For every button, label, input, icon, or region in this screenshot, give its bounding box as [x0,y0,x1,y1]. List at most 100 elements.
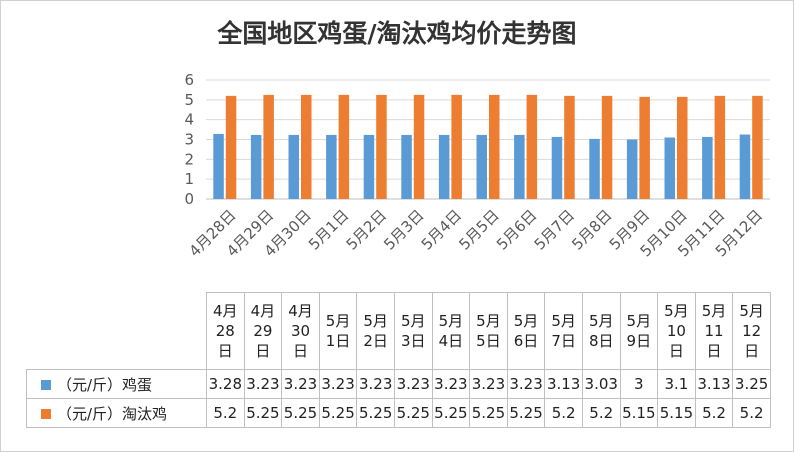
table-cell-egg-10: 3.03 [581,369,621,399]
table-header-date-label: 5月9日 [626,312,652,350]
bar-hen-9 [564,95,575,199]
table-header-date-label: 5月2日 [363,312,388,350]
legend-label-egg: （元/斤）鸡蛋 [57,375,153,394]
table-cell-hen-10: 5.2 [581,398,621,428]
table-header-date-13: 5月11日 [694,292,734,370]
table-header-date-label: 5月11日 [701,302,727,360]
table-cell-egg-4: 3.23 [356,369,395,399]
y-tick-label-0: 0 [184,190,194,208]
table-cell-egg-5: 3.23 [393,369,433,399]
table-header-date-label: 4月30日 [288,302,313,360]
bar-egg-4 [363,134,375,199]
table-header-date-11: 5月9日 [619,292,659,370]
table-header-date-2: 4月30日 [281,292,320,370]
table-cell-hen-11: 5.15 [619,398,659,428]
table-header-date-label: 5月8日 [588,312,614,350]
legend-egg: （元/斤）鸡蛋 [26,369,207,399]
table-header-date-label: 4月28日 [213,302,238,360]
table-cell-hen-5: 5.25 [393,398,433,428]
bar-hen-4 [376,94,387,199]
bar-hen-12 [677,96,688,199]
table-cell-hen-0: 5.2 [206,398,245,428]
bar-egg-2 [288,134,299,199]
bar-egg-1 [250,134,262,199]
x-tick-label-4: 5月2日 [343,206,390,253]
bar-hen-3 [338,94,350,199]
table-cell-egg-0: 3.28 [206,369,245,399]
bar-egg-12 [664,137,675,199]
table-header-date-label: 5月12日 [739,302,764,360]
data-table: 4月28日 4月29日 4月30日 5月1日 5月2日 5月3日 5月4日 5月5日 5月6日 5… [26,292,771,428]
bar-hen-1 [263,94,274,199]
table-header-date-label: 5月7日 [551,312,576,350]
table-cell-hen-13: 5.2 [694,398,734,428]
x-tick-label-10: 5月8日 [568,206,615,253]
table-header-date-1: 4月29日 [243,292,283,370]
y-tick-label-6: 6 [184,71,194,89]
y-tick-label-3: 3 [184,131,194,149]
x-tick-label-7: 5月5日 [455,206,502,253]
table-header-date-4: 5月2日 [356,292,395,370]
y-tick-label-2: 2 [184,150,194,168]
table-cell-egg-12: 3.1 [657,369,696,399]
table-header-date-10: 5月8日 [581,292,621,370]
legend-swatch-egg [41,379,51,390]
table-row-egg: （元/斤）鸡蛋 3.28 3.23 3.23 3.23 3.23 3.23 3.23 3.23… [26,369,771,399]
table-cell-hen-6: 5.25 [431,398,471,428]
table-cell-egg-9: 3.13 [544,369,583,399]
table-header-date-label: 5月6日 [513,312,539,350]
table-cell-hen-1: 5.25 [243,398,283,428]
table-header-date-label: 5月10日 [664,302,689,360]
x-tick-label-3: 5月1日 [305,206,352,253]
table-header-date-6: 5月4日 [431,292,471,370]
table-header-date-label: 4月29日 [250,302,276,360]
bar-egg-6 [438,134,450,199]
bar-egg-8 [514,134,525,199]
bar-egg-7 [476,134,487,199]
table-row-hen: （元/斤）淘汰鸡 5.2 5.25 5.25 5.25 5.25 5.25 5.25 5.25… [26,398,771,428]
table-header-date-0: 4月28日 [206,292,245,370]
table-cell-hen-14: 5.2 [732,398,771,428]
table-cell-egg-3: 3.23 [318,369,358,399]
bar-hen-7 [489,94,500,199]
table-cell-hen-9: 5.2 [544,398,583,428]
table-cell-hen-7: 5.25 [469,398,508,428]
table-header-row: 4月28日 4月29日 4月30日 5月1日 5月2日 5月3日 5月4日 5月5日 5月6日 5… [26,292,771,370]
bar-egg-0 [213,133,224,199]
bar-hen-2 [301,94,312,199]
table-cell-egg-11: 3 [619,369,659,399]
bar-egg-10 [589,138,600,199]
table-cell-hen-4: 5.25 [356,398,395,428]
table-header-date-label: 5月5日 [476,312,501,350]
legend-label-hen: （元/斤）淘汰鸡 [57,404,168,423]
y-tick-label-1: 1 [184,170,194,188]
bar-hen-13 [714,95,726,199]
y-tick-label-4: 4 [184,111,194,129]
x-tick-label-9: 5月7日 [531,206,578,253]
table-cell-egg-6: 3.23 [431,369,471,399]
table-cell-hen-3: 5.25 [318,398,358,428]
bar-egg-5 [401,134,412,199]
bar-egg-3 [326,134,337,199]
table-corner [26,292,207,370]
table-cell-hen-2: 5.25 [281,398,320,428]
table-header-date-3: 5月1日 [318,292,358,370]
bar-hen-6 [451,94,462,199]
y-tick-label-5: 5 [184,91,194,109]
table-header-date-12: 5月10日 [657,292,696,370]
table-cell-egg-13: 3.13 [694,369,734,399]
bar-egg-9 [551,136,563,199]
table-header-date-5: 5月3日 [393,292,433,370]
x-tick-label-5: 5月3日 [380,206,427,253]
bar-egg-14 [739,134,751,199]
table-cell-hen-8: 5.25 [506,398,546,428]
table-header-date-7: 5月5日 [469,292,508,370]
bar-hen-5 [413,94,425,199]
table-cell-egg-2: 3.23 [281,369,320,399]
table-header-date-label: 5月1日 [325,312,351,350]
bar-hen-8 [526,94,538,199]
chart-title: 全国地区鸡蛋/淘汰鸡均价走势图 [217,19,577,48]
bar-hen-0 [225,95,237,199]
legend-swatch-hen [41,408,51,419]
